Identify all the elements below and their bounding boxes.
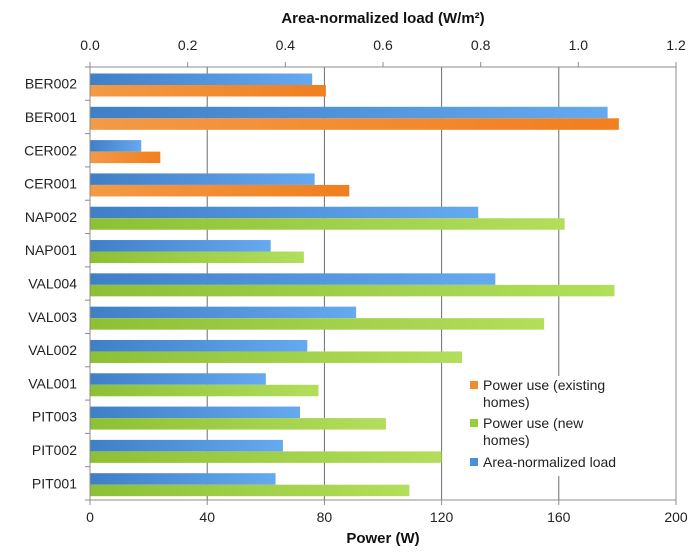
legend-label-line: Area-normalized load (483, 454, 616, 470)
bar-area-normalized-load (90, 140, 142, 152)
top-axis-tick-label: 0.0 (80, 37, 100, 53)
bar-power-use-new-homes (90, 284, 615, 297)
legend: Power use (existing homes)Power use (new h… (462, 376, 670, 476)
category-label: PIT003 (32, 409, 77, 425)
top-axis-tick-label: 1.2 (666, 37, 686, 53)
category-label: VAL001 (28, 375, 77, 391)
top-axis-title: Area-normalized load (W/m²) (281, 10, 484, 27)
bottom-axis-tick-label: 160 (547, 509, 571, 525)
legend-label-line: homes) (483, 394, 530, 410)
bar-area-normalized-load (90, 240, 271, 252)
bar-power-use-existing-homes (90, 151, 161, 164)
legend-swatch (470, 419, 478, 427)
legend-label: Power use (new homes) (483, 415, 584, 448)
bottom-axis-tick-label: 200 (664, 509, 688, 525)
bar-power-use-new-homes (90, 218, 565, 230)
bar-power-use-new-homes (90, 451, 442, 463)
top-axis-tick-label: 1.0 (569, 37, 589, 53)
bottom-axis-tick-label: 40 (199, 509, 215, 525)
bar-area-normalized-load (90, 406, 300, 419)
bar-power-use-existing-homes (90, 85, 326, 97)
bar-area-normalized-load (90, 306, 357, 319)
top-axis-tick-label: 0.2 (178, 37, 198, 53)
category-label: BER002 (25, 76, 77, 92)
bar-power-use-new-homes (90, 418, 386, 430)
category-label: CER002 (24, 142, 77, 158)
legend-swatch (470, 381, 478, 389)
category-label: PIT002 (32, 442, 77, 458)
category-label: BER001 (25, 109, 77, 125)
bar-area-normalized-load (90, 273, 496, 285)
category-label: VAL004 (28, 276, 77, 292)
bar-power-use-new-homes (90, 318, 545, 330)
bar-area-normalized-load (90, 173, 315, 185)
bar-power-use-existing-homes (90, 118, 619, 130)
bar-area-normalized-load (90, 206, 479, 219)
legend-label: Power use (existing homes) (483, 377, 605, 410)
category-label: PIT001 (32, 475, 77, 491)
bar-power-use-new-homes (90, 251, 304, 264)
category-label: NAP002 (25, 209, 77, 225)
top-axis-tick-label: 0.8 (471, 37, 491, 53)
axes (85, 62, 677, 505)
bottom-axis-tick-label: 80 (317, 509, 333, 525)
top-axis-tick-label: 0.6 (373, 37, 393, 53)
bottom-axis-title: Power (W) (346, 530, 419, 547)
category-label: VAL003 (28, 309, 77, 325)
bars (90, 73, 619, 497)
bar-area-normalized-load (90, 106, 608, 119)
bar-area-normalized-load (90, 339, 308, 352)
bar-power-use-new-homes (90, 384, 319, 397)
legend-label: Area-normalized load (483, 454, 616, 470)
category-label: CER001 (24, 176, 77, 192)
bar-area-normalized-load (90, 439, 283, 452)
category-label: VAL002 (28, 342, 77, 358)
bottom-axis-tick-label: 120 (430, 509, 454, 525)
legend-background (462, 376, 670, 476)
bar-power-use-existing-homes (90, 184, 350, 197)
legend-swatch (470, 458, 478, 466)
legend-label-line: Power use (existing (483, 377, 605, 393)
bottom-axis-tick-label: 0 (86, 509, 94, 525)
legend-label-line: homes) (483, 432, 530, 448)
top-axis-tick-label: 0.4 (276, 37, 296, 53)
labels: 0 40 80 120 160 200 0.0 0.2 0.4 0.6 0.8 1.0 1.2 BER00… (24, 10, 688, 547)
category-label: NAP001 (25, 242, 77, 258)
bar-area-normalized-load (90, 73, 313, 85)
bar-area-normalized-load (90, 373, 266, 385)
legend-label-line: Power use (new (483, 415, 584, 431)
bar-power-use-new-homes (90, 484, 410, 497)
bar-power-use-new-homes (90, 351, 463, 363)
bar-area-normalized-load (90, 473, 276, 485)
